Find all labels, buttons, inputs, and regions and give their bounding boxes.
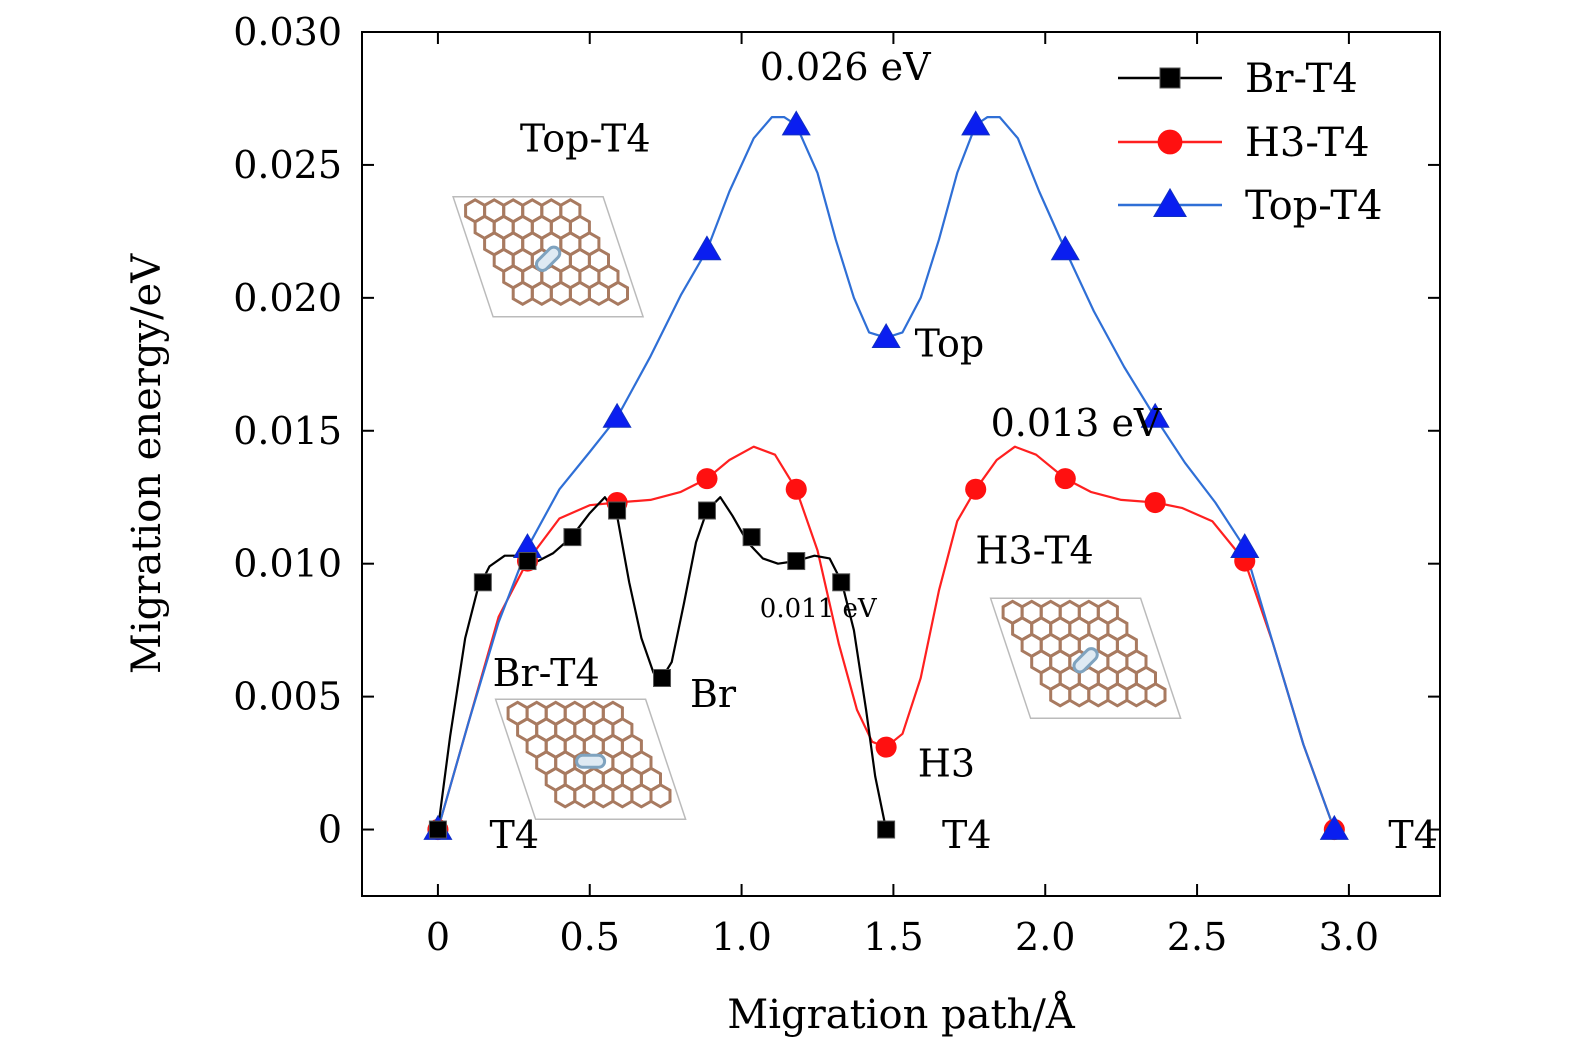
- structure-inset-br-t4: [494, 698, 687, 821]
- legend-label-h3-t4: H3-T4: [1245, 120, 1370, 166]
- lattice-hexagon: [630, 783, 653, 809]
- adsorbate-molecule: [534, 245, 562, 272]
- data-point-h3-t4: [875, 736, 897, 758]
- lattice-hexagon: [1106, 682, 1129, 708]
- data-point-br-t4: [787, 552, 806, 571]
- y-tick-label: 0.030: [233, 10, 342, 54]
- data-point-top-t4: [1319, 814, 1349, 840]
- lattice-hexagon: [1049, 682, 1072, 708]
- plot-frame: [361, 31, 1441, 897]
- axis-ticks: 0 0.5 1.0 1.5 2.0 2.5 3.0 0 0.005 0.010 0.015 0.020…: [233, 10, 1440, 959]
- adsorbate-molecule: [1072, 647, 1099, 674]
- x-tick-label: 0.5: [560, 915, 620, 959]
- lattice-hexagon: [649, 783, 672, 809]
- data-point-h3-t4: [785, 478, 807, 500]
- data-point-top-t4: [1140, 402, 1170, 428]
- x-tick-label: 0: [426, 915, 450, 959]
- annotation-label: 0.026 eV: [760, 45, 931, 89]
- annotation-label: T4: [1388, 813, 1438, 857]
- lattice-hexagon: [1068, 682, 1091, 708]
- data-point-br-t4: [518, 552, 537, 571]
- legend: Br-T4 H3-T4 Top-T4: [1118, 56, 1382, 229]
- data-point-top-t4: [871, 323, 901, 348]
- annotation-label: T4: [490, 813, 540, 857]
- data-point-top-t4: [602, 402, 632, 428]
- data-point-h3-t4: [1144, 492, 1166, 514]
- annotation-label: T4: [942, 813, 992, 857]
- cell-outline: [452, 196, 645, 318]
- y-tick-label: 0.015: [233, 409, 342, 453]
- lattice-hexagon: [554, 783, 577, 809]
- data-point-top-t4: [961, 110, 991, 136]
- legend-marker-br-t4: [1159, 67, 1181, 89]
- annotation-label: Br-T4: [493, 651, 600, 695]
- structure-inset-h3-t4: [989, 597, 1182, 720]
- annotation-label: H3: [918, 741, 975, 785]
- annotation-label: 0.011 eV: [760, 594, 878, 624]
- adsorbate-molecule: [575, 753, 607, 769]
- legend-marker-top-t4: [1153, 187, 1187, 217]
- data-point-br-t4: [697, 501, 716, 520]
- data-point-br-t4: [877, 820, 896, 839]
- lattice-hexagon: [1087, 682, 1110, 708]
- data-point-h3-t4: [965, 478, 987, 500]
- annotation-label: Top: [915, 321, 985, 365]
- lattice-hexagon: [549, 280, 572, 307]
- data-point-h3-t4: [1054, 468, 1076, 490]
- lattice-hexagon: [568, 280, 591, 307]
- data-point-br-t4: [832, 573, 851, 592]
- legend-label-top-t4: Top-T4: [1245, 183, 1382, 229]
- x-tick-label: 2.5: [1167, 915, 1227, 959]
- series-line-h3-t4: [436, 445, 1336, 830]
- lattice-hexagon: [611, 783, 634, 809]
- y-tick-label: 0.025: [233, 143, 342, 187]
- data-point-br-t4: [473, 573, 492, 592]
- x-tick-label: 3.0: [1319, 915, 1379, 959]
- data-point-br-t4: [742, 528, 761, 547]
- y-tick-label: 0.010: [233, 542, 342, 586]
- lattice-hexagon: [511, 280, 534, 307]
- lattice-hexagon: [573, 783, 596, 809]
- legend-marker-h3-t4: [1157, 129, 1183, 155]
- data-point-top-t4: [1230, 533, 1260, 559]
- y-tick-label: 0: [318, 808, 342, 852]
- x-axis-label: Migration path/Å: [727, 991, 1076, 1038]
- x-tick-label: 1.5: [863, 915, 923, 959]
- lattice-hexagon: [1144, 682, 1167, 708]
- structure-inset-top-t4: [452, 196, 645, 318]
- cell-outline: [494, 698, 687, 821]
- annotation-label: H3-T4: [975, 529, 1093, 573]
- annotation-label: 0.013 eV: [991, 401, 1162, 445]
- structure-insets: [452, 196, 1182, 821]
- data-point-h3-t4: [696, 468, 718, 490]
- lattice-hexagon: [530, 280, 553, 307]
- data-point-top-t4: [1050, 235, 1080, 261]
- data-point-top-t4: [692, 235, 722, 261]
- legend-label-br-t4: Br-T4: [1245, 56, 1358, 102]
- series-markers: [423, 110, 1349, 841]
- lattice-hexagon: [592, 783, 615, 809]
- lattice-hexagon: [1125, 682, 1148, 708]
- data-point-br-t4: [428, 820, 447, 839]
- data-point-top-t4: [781, 110, 811, 136]
- annotation-label: Top-T4: [520, 117, 651, 161]
- y-tick-label: 0.005: [233, 675, 342, 719]
- y-axis-label: Migration energy/eV: [124, 253, 170, 674]
- lattice-hexagon: [607, 280, 629, 307]
- data-point-br-t4: [653, 669, 672, 688]
- data-point-br-t4: [608, 501, 627, 520]
- x-tick-label: 1.0: [711, 915, 771, 959]
- x-tick-label: 2.0: [1015, 915, 1075, 959]
- data-point-br-t4: [563, 528, 582, 547]
- cell-outline: [989, 597, 1182, 720]
- annotation-label: Br: [690, 672, 737, 716]
- lattice-hexagon: [587, 280, 610, 307]
- y-tick-label: 0.020: [233, 276, 342, 320]
